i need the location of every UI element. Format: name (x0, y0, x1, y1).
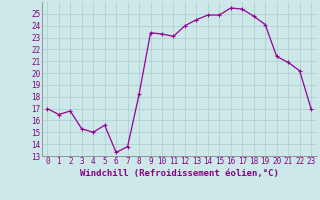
X-axis label: Windchill (Refroidissement éolien,°C): Windchill (Refroidissement éolien,°C) (80, 169, 279, 178)
